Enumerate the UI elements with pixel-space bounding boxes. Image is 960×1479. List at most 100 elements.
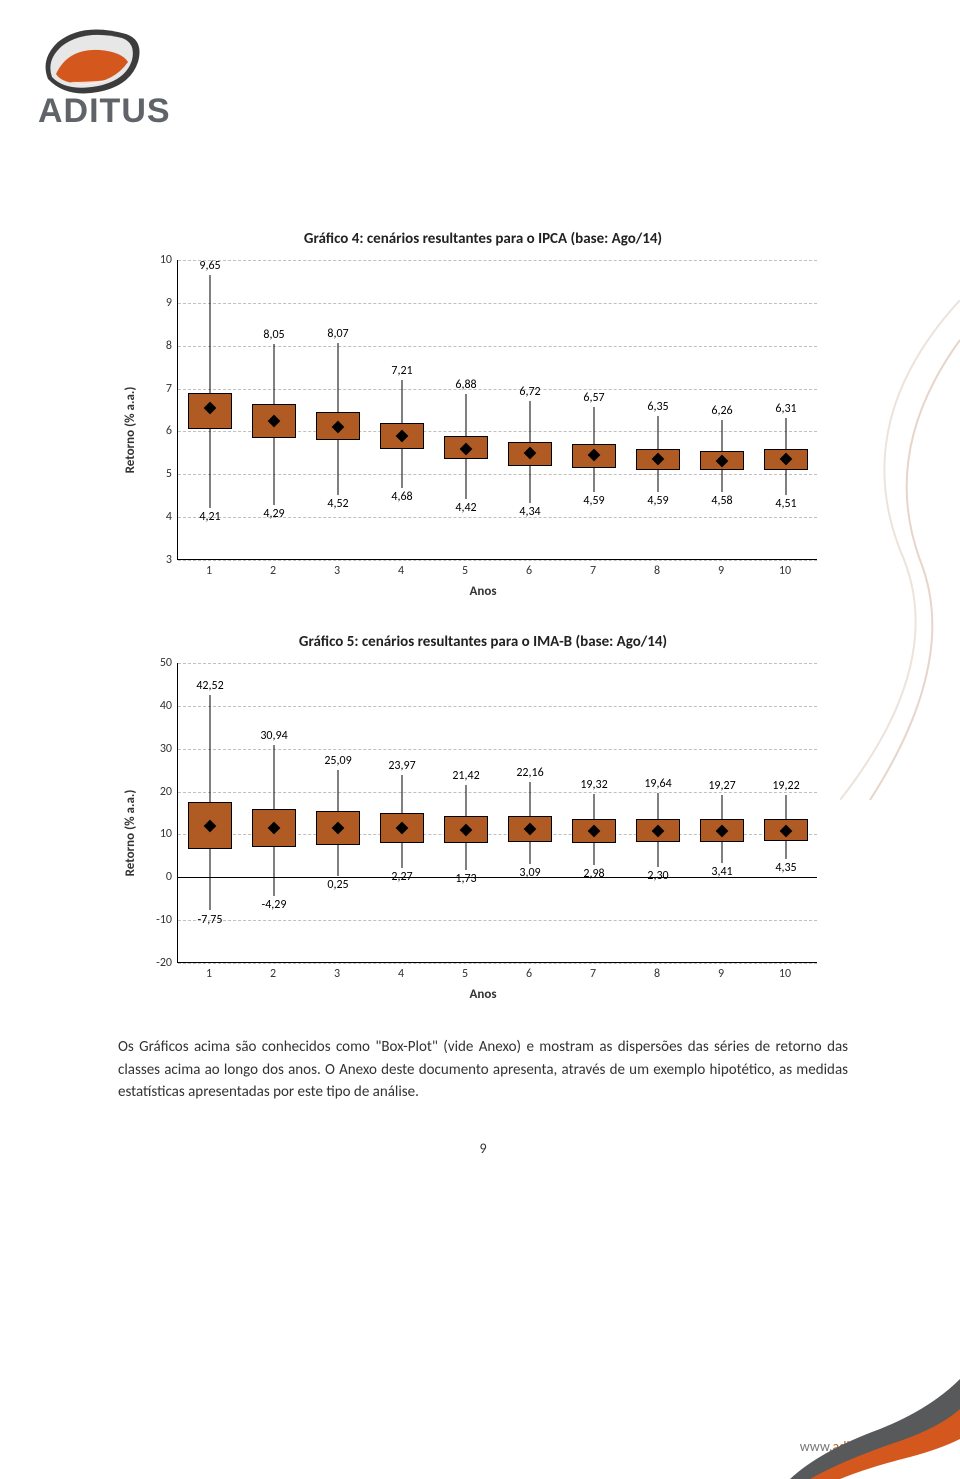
boxplot-item: 22,163,09 (503, 663, 557, 963)
logo-text: ADITUS (38, 92, 171, 131)
boxplot-high-label: 8,07 (327, 327, 348, 341)
boxplot-low-label: 1,73 (455, 872, 476, 886)
chart-xtick: 5 (433, 967, 497, 981)
chart-ytick: 7 (166, 382, 178, 396)
chart-1-plot: 3456789109,654,218,054,298,074,527,214,6… (177, 260, 817, 560)
chart-xtick: 3 (305, 967, 369, 981)
boxplot-high-label: 19,64 (644, 777, 671, 791)
boxplot-low-label: 0,25 (327, 878, 348, 892)
chart-xtick: 6 (497, 967, 561, 981)
chart-gridline (178, 560, 817, 561)
boxplot-item: 6,88 4,42 (439, 260, 493, 560)
chart-xtick: 9 (689, 967, 753, 981)
chart-xtick: 8 (625, 967, 689, 981)
chart-ytick: -10 (156, 913, 178, 927)
logo-block: ADITUS (38, 24, 171, 131)
boxplot-high-label: 9,65 (199, 259, 220, 273)
chart-xtick: 4 (369, 967, 433, 981)
chart-1-caption: Gráfico 4: cenários resultantes para o I… (118, 230, 848, 248)
boxplot-high-label: 6,72 (519, 385, 540, 399)
chart-1: Retorno (% a.a.) 3456789109,654,218,054,… (133, 260, 833, 599)
chart-ytick: 8 (166, 339, 178, 353)
boxplot-item: 19,32 2,98 (567, 663, 621, 963)
boxplot-high-label: 19,27 (708, 779, 735, 793)
chart-xtick: 8 (625, 564, 689, 578)
boxplot-low-label: 4,68 (391, 490, 412, 504)
chart-ytick: 50 (160, 656, 178, 670)
chart-2-xlabel: Anos (133, 987, 833, 1002)
boxplot-high-label: 21,42 (452, 769, 479, 783)
boxplot-high-label: 19,32 (580, 778, 607, 792)
boxplot-high-label: 25,09 (324, 754, 351, 768)
boxplot-high-label: 22,16 (516, 766, 543, 780)
boxplot-low-label: 4,51 (775, 497, 796, 511)
chart-2-xticks: 12345678910 (177, 963, 817, 981)
chart-2-plot: -20-100102030405042,52-7,7530,94-4,2925,… (177, 663, 817, 963)
boxplot-item: 6,26 4,58 (695, 260, 749, 560)
boxplot-high-label: 19,22 (772, 779, 799, 793)
boxplot-high-label: 7,21 (391, 364, 412, 378)
chart-xtick: 7 (561, 967, 625, 981)
chart-xtick: 1 (177, 967, 241, 981)
boxplot-item: 23,972,27 (375, 663, 429, 963)
chart-ytick: 3 (166, 553, 178, 567)
boxplot-low-label: 2,27 (391, 870, 412, 884)
boxplot-high-label: 6,88 (455, 378, 476, 392)
chart-2-caption: Gráfico 5: cenários resultantes para o I… (118, 633, 848, 651)
chart-ytick: 5 (166, 467, 178, 481)
chart-xtick: 4 (369, 564, 433, 578)
boxplot-low-label: 2,98 (583, 867, 604, 881)
chart-xtick: 6 (497, 564, 561, 578)
boxplot-low-label: -7,75 (198, 913, 223, 927)
boxplot-low-label: 4,59 (647, 494, 668, 508)
boxplot-whisker (210, 275, 211, 508)
chart-2: Retorno (% a.a.) -20-100102030405042,52-… (133, 663, 833, 1002)
chart-ytick: 30 (160, 742, 178, 756)
chart-1-ylabel: Retorno (% a.a.) (123, 386, 138, 473)
chart-xtick: 10 (753, 967, 817, 981)
chart-xtick: 5 (433, 564, 497, 578)
chart-xtick: 1 (177, 564, 241, 578)
chart-ytick: 10 (160, 253, 178, 267)
chart-ytick: 6 (166, 424, 178, 438)
boxplot-item: 30,94-4,29 (247, 663, 301, 963)
page-number: 9 (118, 1140, 848, 1157)
chart-1-xlabel: Anos (133, 584, 833, 599)
boxplot-item: 19,273,41 (695, 663, 749, 963)
boxplot-item: 6,314,51 (759, 260, 813, 560)
chart-xtick: 2 (241, 967, 305, 981)
background-decoration (840, 300, 960, 800)
chart-xtick: 9 (689, 564, 753, 578)
chart-ytick: 0 (166, 870, 178, 884)
boxplot-item: 8,054,29 (247, 260, 301, 560)
boxplot-high-label: 6,35 (647, 400, 668, 414)
chart-xtick: 2 (241, 564, 305, 578)
boxplot-item: 7,21 4,68 (375, 260, 429, 560)
boxplot-low-label: 4,35 (775, 861, 796, 875)
boxplot-low-label: 4,42 (455, 501, 476, 515)
boxplot-high-label: 42,52 (196, 679, 223, 693)
boxplot-item: 9,65 4,21 (183, 260, 237, 560)
boxplot-item: 42,52 -7,75 (183, 663, 237, 963)
boxplot-high-label: 6,26 (711, 404, 732, 418)
chart-xtick: 3 (305, 564, 369, 578)
chart-ytick: -20 (156, 956, 178, 970)
boxplot-low-label: 4,21 (199, 510, 220, 524)
boxplot-item: 19,642,30 (631, 663, 685, 963)
boxplot-high-label: 6,57 (583, 391, 604, 405)
chart-2-ylabel: Retorno (% a.a.) (123, 789, 138, 876)
boxplot-low-label: 4,58 (711, 494, 732, 508)
boxplot-low-label: 4,59 (583, 494, 604, 508)
chart-xtick: 7 (561, 564, 625, 578)
boxplot-low-label: 4,29 (263, 507, 284, 521)
chart-ytick: 10 (160, 827, 178, 841)
boxplot-low-label: 4,52 (327, 497, 348, 511)
logo-icon (38, 24, 148, 96)
chart-ytick: 40 (160, 699, 178, 713)
boxplot-item: 6,724,34 (503, 260, 557, 560)
boxplot-item: 19,22 4,35 (759, 663, 813, 963)
chart-ytick: 20 (160, 785, 178, 799)
body-paragraph: Os Gráficos acima são conhecidos como "B… (118, 1036, 848, 1104)
chart-ytick: 9 (166, 296, 178, 310)
chart-1-xticks: 12345678910 (177, 560, 817, 578)
